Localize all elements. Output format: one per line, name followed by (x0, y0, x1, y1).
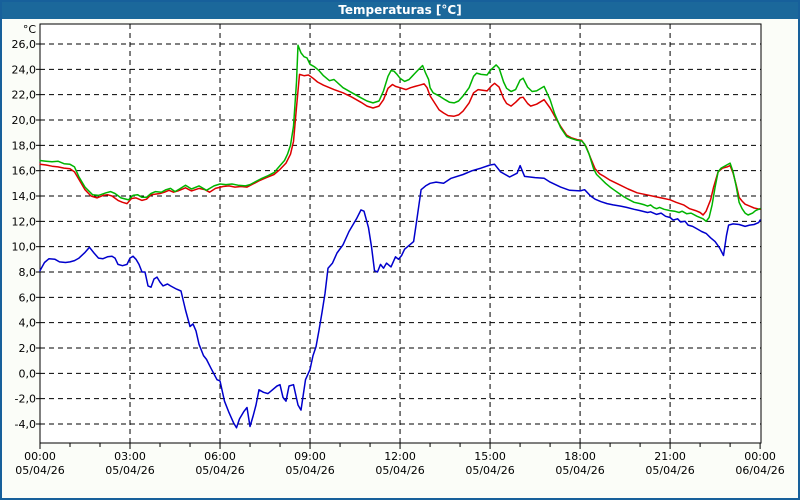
y-tick-label: -2,0 (15, 393, 36, 406)
x-tick-time-label: 00:00 (744, 450, 776, 463)
y-tick-label: 16,0 (12, 165, 37, 178)
x-tick-time-label: 03:00 (114, 450, 146, 463)
x-tick-time-label: 18:00 (564, 450, 596, 463)
series-line-windchill (39, 44, 761, 223)
window-title: Temperaturas [°C] (338, 3, 462, 17)
x-tick-time-label: 21:00 (654, 450, 686, 463)
x-tick-date-label: 05/04/26 (555, 464, 604, 477)
y-tick-label: 18,0 (12, 139, 37, 152)
x-tick-time-label: 06:00 (204, 450, 236, 463)
x-tick-time-label: 09:00 (294, 450, 326, 463)
y-tick-label: 0,0 (19, 367, 37, 380)
x-tick-date-label: 05/04/26 (375, 464, 424, 477)
y-tick-label: 2,0 (19, 342, 37, 355)
series-line-temp (39, 73, 761, 216)
x-tick-date-label: 05/04/26 (465, 464, 514, 477)
y-tick-label: 6,0 (19, 291, 37, 304)
y-tick-label: 24,0 (12, 63, 37, 76)
y-tick-label: 22,0 (12, 89, 37, 102)
y-tick-label: 12,0 (12, 215, 37, 228)
y-axis-unit-label: °C (23, 23, 37, 36)
x-tick-date-label: 05/04/26 (105, 464, 154, 477)
x-tick-date-label: 05/04/26 (195, 464, 244, 477)
series-line-dewpoint (39, 163, 761, 429)
y-tick-label: -4,0 (15, 418, 36, 431)
y-tick-label: 26,0 (12, 38, 37, 51)
title-bar: Temperaturas [°C] (2, 2, 798, 19)
y-tick-label: 14,0 (12, 190, 37, 203)
x-tick-date-label: 05/04/26 (15, 464, 64, 477)
x-tick-time-label: 15:00 (474, 450, 506, 463)
y-tick-label: 8,0 (19, 266, 37, 279)
y-tick-label: 10,0 (12, 241, 37, 254)
x-tick-date-label: 06/04/26 (735, 464, 784, 477)
y-tick-label: 4,0 (19, 317, 37, 330)
x-tick-date-label: 05/04/26 (645, 464, 694, 477)
x-tick-date-label: 05/04/26 (285, 464, 334, 477)
chart-canvas: 26,0 24,0 22,0 20,0 18,0 16,0 14,0 12,0 10,0 8,0 6… (12, 23, 785, 477)
x-tick-time-label: 00:00 (24, 450, 56, 463)
x-tick-time-label: 12:00 (384, 450, 416, 463)
y-tick-label: 20,0 (12, 114, 37, 127)
